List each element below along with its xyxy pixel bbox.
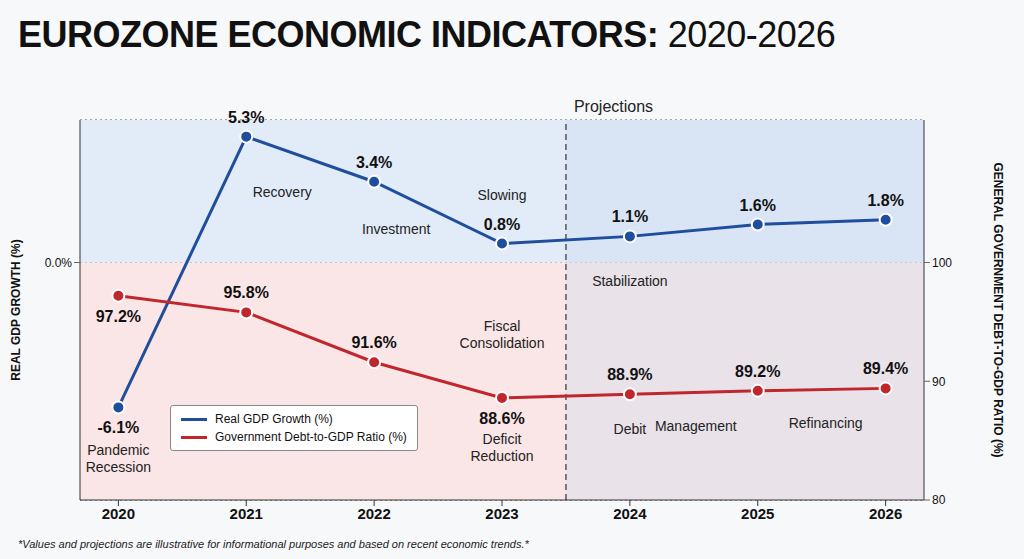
- svg-text:REAL GDP GROWTH (%): REAL GDP GROWTH (%): [9, 239, 23, 381]
- svg-text:2024: 2024: [613, 505, 647, 522]
- svg-text:1.1%: 1.1%: [612, 208, 648, 225]
- svg-text:Reduction: Reduction: [470, 448, 533, 464]
- svg-text:90: 90: [932, 375, 946, 389]
- svg-text:Fiscal: Fiscal: [484, 318, 521, 334]
- svg-text:2020: 2020: [102, 505, 135, 522]
- svg-text:2023: 2023: [485, 505, 518, 522]
- html-text:Government Debt-to-GDP Ratio (: Government Debt-to-GDP Ratio (%): [215, 430, 407, 444]
- svg-text:1.8%: 1.8%: [867, 192, 903, 209]
- svg-text:91.6%: 91.6%: [351, 334, 396, 351]
- svg-text:-6.1%: -6.1%: [97, 419, 139, 436]
- svg-text:1.6%: 1.6%: [740, 197, 776, 214]
- html-text:Real GDP Growth (%): Real GDP Growth (%): [215, 412, 333, 426]
- svg-text:Slowing: Slowing: [477, 187, 526, 203]
- svg-text:Management: Management: [655, 418, 737, 434]
- svg-text:2026: 2026: [869, 505, 902, 522]
- svg-text:95.8%: 95.8%: [224, 284, 269, 301]
- svg-text:97.2%: 97.2%: [96, 308, 141, 325]
- svg-text:100: 100: [932, 256, 952, 270]
- svg-text:Recession: Recession: [86, 459, 151, 475]
- svg-text:Consolidation: Consolidation: [460, 335, 545, 351]
- svg-text:Recovery: Recovery: [253, 184, 312, 200]
- svg-text:88.6%: 88.6%: [479, 410, 524, 427]
- svg-text:2022: 2022: [357, 505, 390, 522]
- svg-text:88.9%: 88.9%: [607, 366, 652, 383]
- html-text:*Values and projections are il: *Values and projections are illustrative…: [18, 538, 529, 550]
- svg-text:0.8%: 0.8%: [484, 216, 520, 233]
- svg-text:80: 80: [932, 493, 946, 507]
- html-text:EUROZONE ECONOMIC INDICATORS:: EUROZONE ECONOMIC INDICATORS: 2020-2026: [18, 14, 836, 55]
- svg-text:Projections: Projections: [574, 98, 653, 115]
- svg-text:Pandemic: Pandemic: [87, 442, 149, 458]
- svg-text:Refinancing: Refinancing: [789, 415, 863, 431]
- svg-text:89.2%: 89.2%: [735, 363, 780, 380]
- svg-text:0.0%: 0.0%: [45, 256, 73, 270]
- svg-text:GENERAL GOVERNMENT DEBT-TO-GDP: GENERAL GOVERNMENT DEBT-TO-GDP RATIO (%): [991, 162, 1005, 457]
- svg-text:3.4%: 3.4%: [356, 154, 392, 171]
- svg-text:Stabilization: Stabilization: [592, 273, 668, 289]
- svg-text:2021: 2021: [230, 505, 263, 522]
- svg-text:Debit: Debit: [614, 421, 647, 437]
- svg-text:Deficit: Deficit: [483, 431, 522, 447]
- svg-text:Investment: Investment: [362, 221, 431, 237]
- svg-text:5.3%: 5.3%: [228, 109, 264, 126]
- svg-text:2025: 2025: [741, 505, 774, 522]
- svg-text:89.4%: 89.4%: [863, 360, 908, 377]
